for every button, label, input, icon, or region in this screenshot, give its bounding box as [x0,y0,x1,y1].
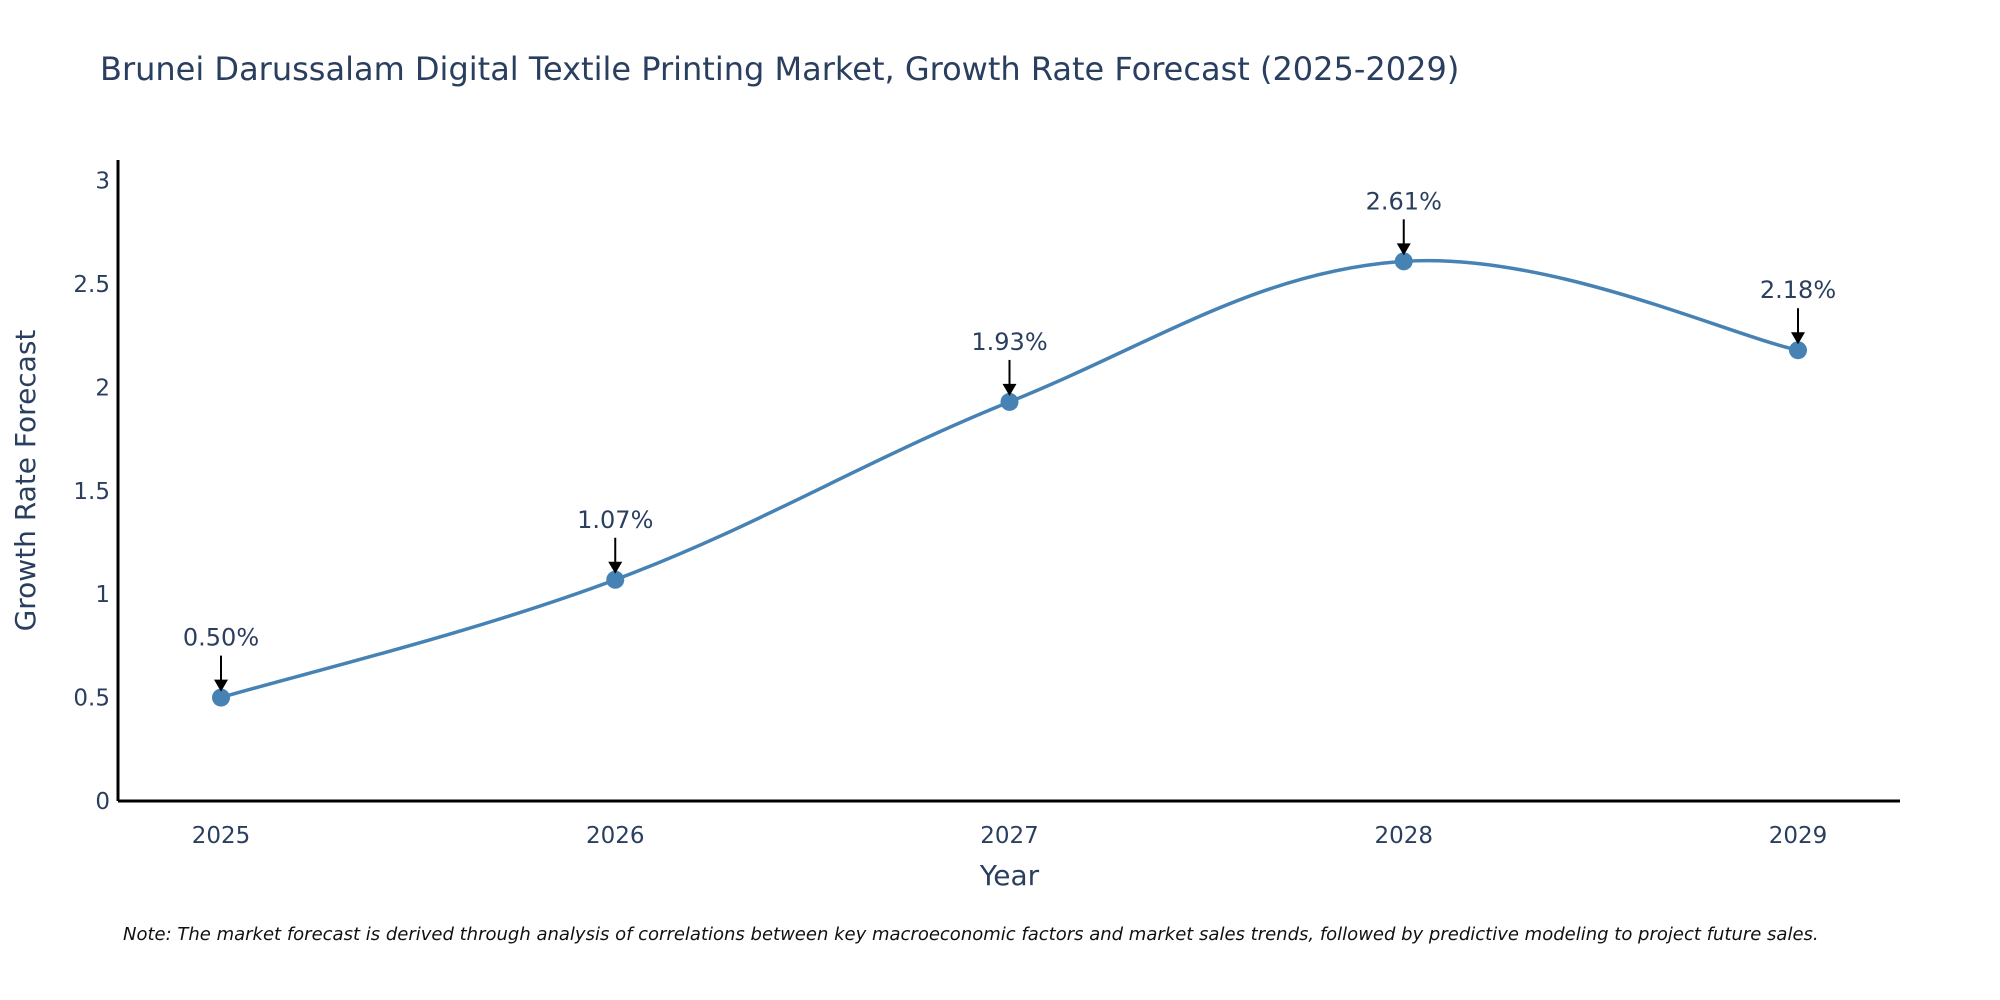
annotation-arrow-head [1396,243,1411,256]
x-tick-label: 2027 [980,823,1039,849]
chart-title: Brunei Darussalam Digital Textile Printi… [100,50,1459,88]
x-tick-label: 2026 [586,823,645,849]
data-points [212,252,1807,707]
annotation-arrow-head [1791,332,1805,345]
chart-note: Note: The market forecast is derived thr… [123,924,1819,945]
x-axis-title: Year [979,859,1040,892]
y-tick-label: 0 [95,789,110,815]
data-label: 2.61% [1366,187,1442,215]
annotation-arrow-head [214,679,228,692]
y-tick-label: 2 [95,375,110,401]
data-point [1789,341,1807,360]
x-axis-ticks: 2025 2026 2027 2028 2029 [192,823,1828,849]
x-tick-label: 2028 [1374,823,1433,849]
data-point [212,688,230,707]
y-axis-title: Growth Rate Forecast [9,330,42,632]
data-point [606,570,625,589]
data-label: 1.07% [577,506,653,534]
data-annotations: 0.50% 1.07% 1.93% 2.61% 2.18% [183,187,1836,692]
annotation-arrow-head [608,561,623,574]
data-label: 2.18% [1760,276,1836,304]
x-tick-label: 2029 [1769,823,1828,849]
y-tick-label: 2.5 [73,272,110,298]
data-label: 0.50% [183,624,259,652]
x-tick-label: 2025 [192,823,251,849]
data-label: 1.93% [971,328,1047,356]
y-tick-label: 3 [95,169,110,195]
y-tick-label: 1.5 [73,479,110,505]
data-point [1394,252,1413,271]
y-axis-ticks: 0 0.5 1 1.5 2 2.5 3 [73,169,110,815]
y-tick-label: 0.5 [73,686,110,712]
series-line [220,258,1799,700]
annotation-arrow-head [1002,383,1017,396]
y-tick-label: 1 [95,582,110,608]
data-point [1000,392,1019,411]
